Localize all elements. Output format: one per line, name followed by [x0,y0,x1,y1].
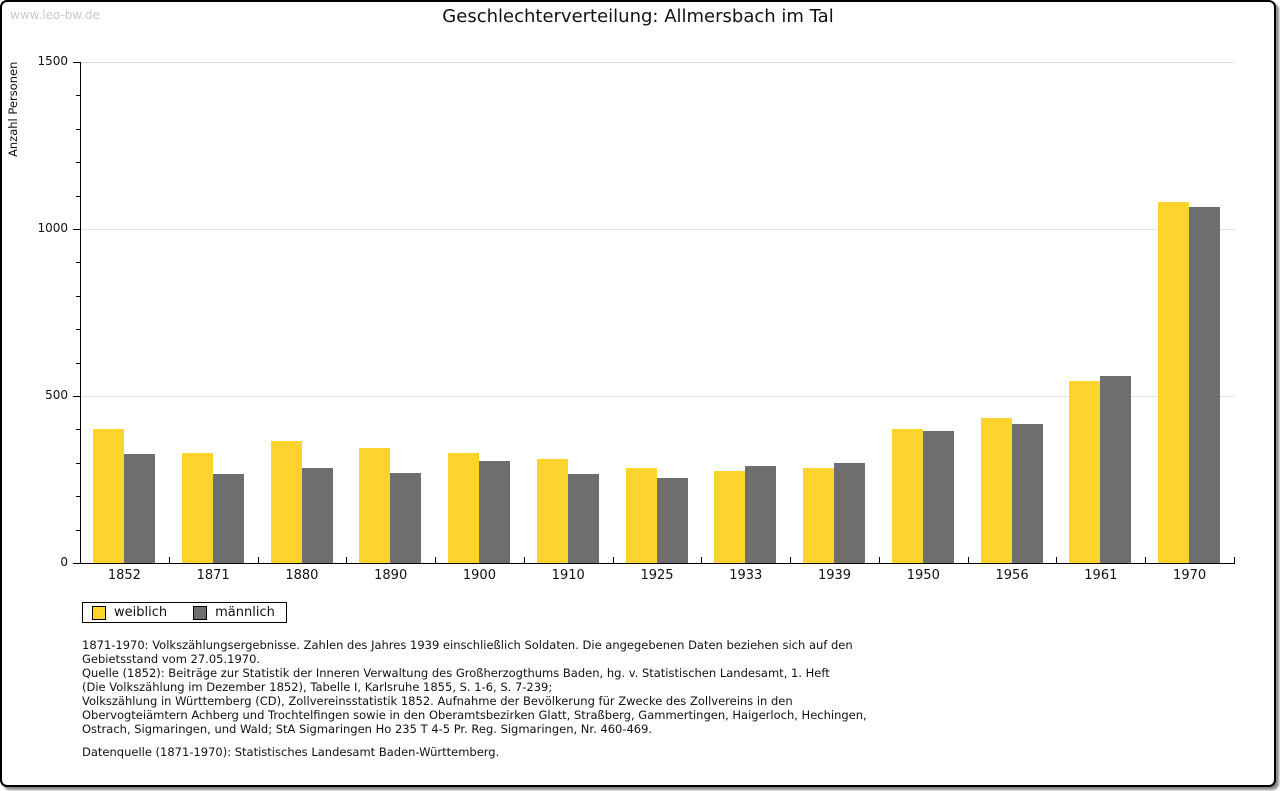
x-tick [967,557,969,563]
footnote-line: Obervogteiämtern Achberg und Trochtelfin… [82,708,867,722]
footnote-text: 1871-1970: Volkszählungsergebnisse. Zahl… [82,638,867,736]
x-tick [346,557,348,563]
bar-weiblich-1950 [891,429,923,563]
y-tick-minor [76,496,80,498]
x-tick [435,557,437,563]
bar-männlich-1933 [745,466,777,563]
x-tick [168,557,170,563]
watermark-leo-bw: www.leo-bw.de [10,8,100,22]
bar-männlich-1956 [1011,424,1043,563]
bar-weiblich-1961 [1069,380,1101,563]
chart-title: Geschlechterverteilung: Allmersbach im T… [442,6,834,27]
x-tick [1145,557,1147,563]
x-tick [1056,557,1058,563]
x-tick-label: 1950 [906,568,940,583]
x-tick-label: 1852 [107,568,141,583]
y-tick-major [73,229,80,230]
gridline-1500 [80,62,1234,63]
x-tick [257,557,259,563]
x-tick [701,557,703,563]
gridline-1000 [80,229,1234,230]
bar-männlich-1871 [212,474,244,563]
x-tick-label: 1880 [285,568,319,583]
x-tick-end [1234,557,1235,563]
footnote-line: Ostrach, Sigmaringen, und Wald; StA Sigm… [82,722,653,736]
y-tick-major [73,563,80,564]
legend: weiblich männlich [82,602,287,623]
bar-männlich-1852 [124,454,155,563]
legend-swatch-weiblich [92,605,106,620]
y-tick-minor [76,162,80,164]
x-tick [523,557,525,563]
y-tick-label: 1000 [37,221,68,235]
bar-weiblich-1956 [980,417,1012,563]
y-tick-minor [76,95,80,97]
y-tick-label: 500 [45,388,68,402]
x-axis-line [80,563,1235,564]
bar-männlich-1880 [301,467,333,563]
bar-männlich-1890 [390,472,422,563]
bar-männlich-1910 [567,474,599,563]
footnote-line: Gebietsstand vom 27.05.1970. [82,652,261,666]
x-tick-label: 1900 [462,568,496,583]
gridline-500 [80,396,1234,397]
bar-männlich-1900 [479,461,511,563]
y-tick-minor [76,128,80,130]
x-tick-label: 1871 [196,568,230,583]
y-tick-major [73,396,80,397]
y-tick-minor [76,295,80,297]
x-tick-label: 1925 [640,568,674,583]
y-tick-major [73,62,80,63]
bar-weiblich-1970 [1158,202,1190,563]
x-tick [878,557,880,563]
bar-weiblich-1880 [270,441,302,563]
bar-männlich-1925 [656,477,688,563]
footnote-line: 1871-1970: Volkszählungsergebnisse. Zahl… [82,638,853,652]
x-tick-label: 1961 [1084,568,1118,583]
bar-männlich-1970 [1189,207,1221,563]
bar-weiblich-1939 [803,467,835,563]
footnote-line: Quelle (1852): Beiträge zur Statistik de… [82,666,830,680]
y-tick-minor [76,362,80,364]
x-tick-label: 1939 [817,568,852,583]
footnote-line: Volkszählung in Württemberg (CD), Zollve… [82,694,793,708]
y-tick-minor [76,262,80,264]
y-tick-minor [76,329,80,331]
x-tick [790,557,792,563]
bar-männlich-1961 [1100,375,1132,563]
datasource-text: Datenquelle (1871-1970): Statistisches L… [82,745,500,759]
bar-weiblich-1910 [536,459,568,563]
x-tick-label: 1970 [1173,568,1207,583]
bar-weiblich-1925 [625,467,657,563]
legend-swatch-maennlich [193,605,208,620]
x-tick-label: 1956 [995,568,1029,583]
x-tick-label: 1890 [374,568,408,583]
bar-männlich-1939 [834,462,866,563]
y-tick-minor [76,195,80,197]
y-tick-minor [76,462,80,464]
y-tick-label: 1500 [37,54,68,68]
x-tick-label: 1933 [729,568,763,583]
bar-weiblich-1900 [448,452,480,563]
y-tick-minor [76,529,80,531]
bar-weiblich-1933 [714,471,746,563]
bar-weiblich-1890 [359,447,391,563]
y-axis-line [80,62,81,564]
x-tick [612,557,614,563]
footnote-line: (Die Volkszählung im Dezember 1852), Tab… [82,680,553,694]
legend-label-maennlich: männlich [215,605,275,620]
legend-label-weiblich: weiblich [114,605,168,620]
bar-weiblich-1871 [181,452,213,563]
x-tick-label: 1910 [551,568,585,583]
bar-weiblich-1852 [93,429,124,563]
y-tick-minor [76,429,80,431]
bar-männlich-1950 [922,431,954,563]
y-tick-label: 0 [60,555,68,569]
